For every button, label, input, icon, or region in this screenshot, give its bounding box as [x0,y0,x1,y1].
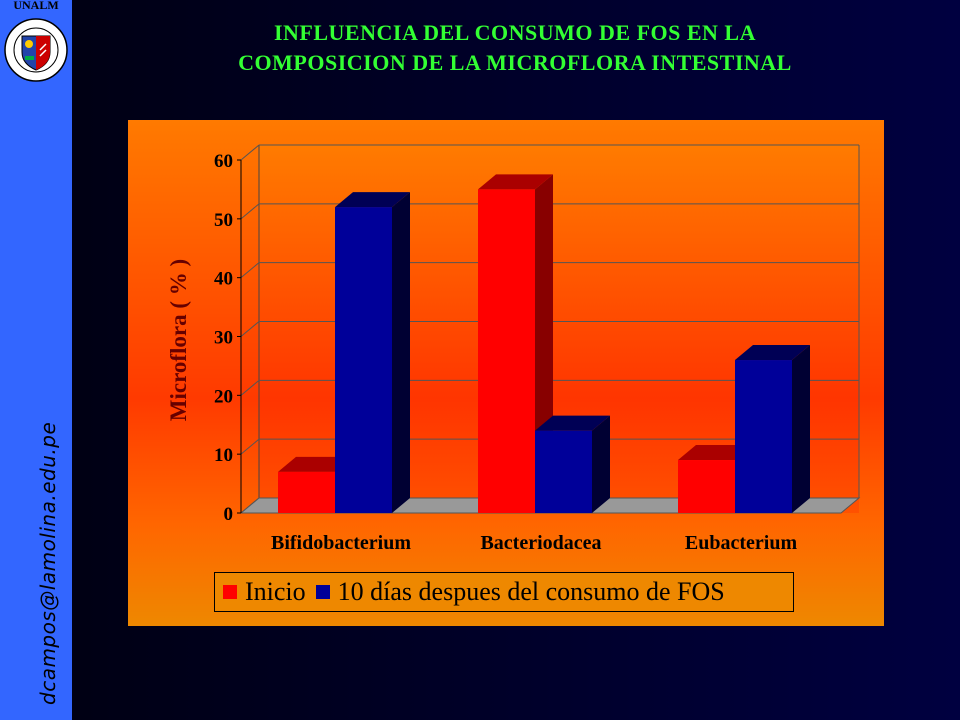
bar-front [278,471,335,513]
bar-side [392,192,410,514]
x-category-label: Bacteriodacea [480,532,601,554]
page-title: INFLUENCIA DEL CONSUMO DE FOS EN LA COMP… [130,18,900,78]
bar-front [478,189,535,513]
bar-top [278,456,353,472]
x-category-label: Bifidobacterium [271,532,411,554]
legend-item-fos: 10 días despues del consumo de FOS [315,577,725,607]
y-tick-label: 60 [214,151,233,172]
bar-front [735,360,792,513]
bar-top [678,445,753,461]
chart-panel: 0 10 20 30 40 50 60 Bifidobacterium Bacteriodace… [128,120,884,626]
bar-fos-eubacterium [735,345,810,513]
bar-side [792,345,810,513]
bar-top [335,192,410,208]
legend-label-inicio: Inicio [245,577,306,606]
legend-item-inicio: Inicio [223,577,306,607]
y-tick-label: 50 [214,210,233,231]
bar-front [535,430,592,513]
bar-fos-bacteriodacea [535,415,610,513]
y-tick-label: 10 [214,445,233,466]
legend-swatch-inicio [223,585,237,599]
gridline-side [240,262,260,279]
logo-label: UNALM [13,0,59,12]
chart-legend: Inicio 10 días despues del consumo de FO… [214,572,794,612]
shield-icon [4,18,68,82]
bar-top [478,174,553,190]
gridline-side [240,438,260,455]
gridline-side [240,203,260,220]
bar-top [535,415,610,431]
bar-inicio-bacteriodacea [478,174,553,513]
bar-fos-bifidobacterium [335,192,410,514]
gridline-side [240,144,260,161]
gridline-side [240,379,260,396]
legend-label-fos: 10 días despues del consumo de FOS [337,577,725,606]
y-tick-label: 0 [224,504,234,525]
title-line-1: INFLUENCIA DEL CONSUMO DE FOS EN LA [273,20,756,45]
x-category-label: Eubacterium [685,532,798,554]
y-tick-label: 20 [214,386,233,407]
contact-email: dcampos@lamolina.edu.pe [36,421,60,705]
bar-chart: 0 10 20 30 40 50 60 Bifidobacterium Bacteriodace… [128,120,884,626]
y-tick-label: 30 [214,328,233,349]
bar-top [735,345,810,361]
bar-front [335,207,392,514]
y-tick-label: 40 [214,269,233,290]
sidebar: UNALM dcampos@lamolina.edu.pe [0,0,72,720]
y-axis-label: Microflora ( % ) [166,259,191,421]
legend-swatch-fos [315,585,330,599]
title-line-2: COMPOSICION DE LA MICROFLORA INTESTINAL [238,50,792,75]
university-logo: UNALM [2,0,70,90]
bar-side [592,415,610,513]
bar-front [678,460,735,513]
gridline-side [240,321,260,337]
